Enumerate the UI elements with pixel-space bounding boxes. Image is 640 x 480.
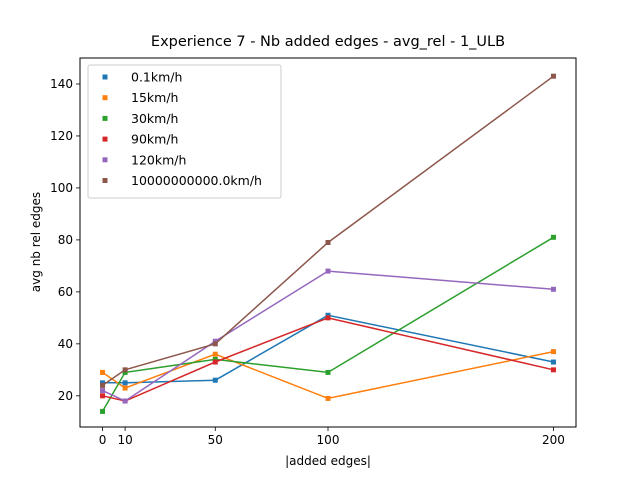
data-point bbox=[122, 369, 128, 375]
series-line-4 bbox=[102, 317, 554, 402]
data-point bbox=[212, 351, 218, 357]
x-tick-label: 10 bbox=[117, 433, 132, 447]
data-point bbox=[100, 369, 106, 375]
data-point bbox=[550, 367, 556, 373]
series-line-2 bbox=[102, 350, 554, 400]
data-point bbox=[122, 385, 128, 391]
data-point bbox=[325, 240, 331, 245]
data-point bbox=[325, 369, 331, 375]
data-point bbox=[325, 315, 331, 321]
legend-label: 30km/h bbox=[131, 111, 178, 126]
y-tick-label: 40 bbox=[58, 337, 73, 351]
x-tick-label: 50 bbox=[208, 433, 223, 447]
data-point bbox=[122, 380, 128, 386]
y-tick-label: 100 bbox=[50, 181, 73, 195]
data-point bbox=[122, 367, 128, 373]
x-tick-label: 100 bbox=[317, 433, 340, 447]
legend-label: 90km/h bbox=[131, 132, 178, 147]
data-point bbox=[325, 268, 331, 274]
x-axis-label: |added edges| bbox=[285, 454, 371, 468]
x-tick-label: 0 bbox=[99, 433, 107, 447]
data-point bbox=[100, 382, 106, 388]
data-point bbox=[325, 312, 331, 318]
legend-marker bbox=[102, 136, 108, 142]
chart-title: Experience 7 - Nb added edges - avg_rel … bbox=[150, 34, 506, 50]
y-tick-label: 140 bbox=[50, 77, 73, 91]
data-point bbox=[550, 234, 556, 240]
legend-marker bbox=[102, 115, 108, 121]
y-tick-label: 80 bbox=[58, 233, 73, 247]
data-point bbox=[550, 349, 556, 355]
legend-marker bbox=[102, 74, 108, 80]
y-tick-label: 120 bbox=[50, 129, 73, 143]
legend-label: 10000000000.0km/h bbox=[131, 173, 262, 188]
data-point bbox=[100, 380, 106, 386]
legend-marker bbox=[102, 157, 108, 163]
data-point bbox=[212, 341, 218, 347]
data-point bbox=[550, 73, 556, 79]
legend-marker bbox=[102, 95, 108, 101]
y-tick-label: 60 bbox=[58, 285, 73, 299]
data-point bbox=[212, 338, 218, 344]
legend-label: 0.1km/h bbox=[131, 70, 182, 85]
legend-label: 15km/h bbox=[131, 90, 178, 105]
legend-marker bbox=[102, 178, 108, 183]
data-point bbox=[550, 359, 556, 365]
data-point bbox=[212, 377, 218, 383]
legend-label: 120km/h bbox=[131, 152, 186, 167]
data-point bbox=[212, 356, 218, 362]
x-tick-label: 200 bbox=[542, 433, 565, 447]
data-point bbox=[100, 388, 106, 394]
data-point bbox=[100, 408, 106, 414]
y-tick-label: 20 bbox=[58, 389, 73, 403]
series-line-3 bbox=[101, 236, 554, 412]
data-point bbox=[122, 398, 128, 404]
data-point bbox=[325, 395, 331, 401]
legend-box bbox=[87, 64, 282, 199]
data-point bbox=[550, 286, 556, 292]
data-point bbox=[212, 359, 218, 365]
data-point bbox=[100, 393, 106, 399]
